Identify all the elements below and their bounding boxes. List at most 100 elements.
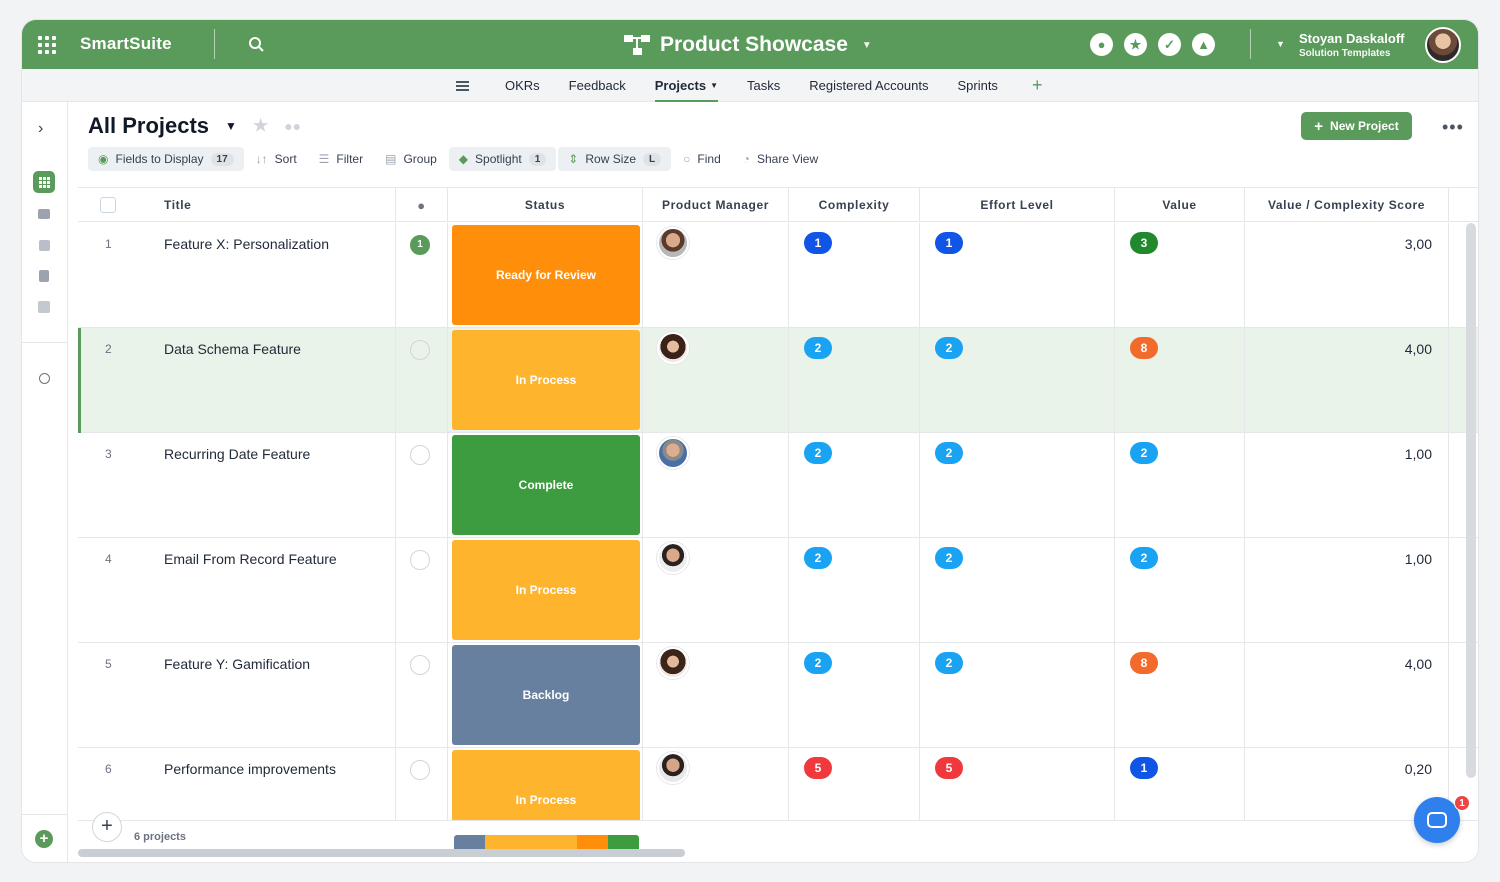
product-manager-column-header[interactable]: Product Manager [643, 188, 789, 222]
avatar[interactable] [657, 437, 689, 469]
tab-projects[interactable]: Projects ▼ [654, 69, 719, 102]
table-row[interactable]: 3 Recurring Date Feature Complete 2 2 2 … [78, 433, 1478, 538]
status-badge[interactable]: In Process [452, 750, 640, 827]
complexity-cell[interactable]: 1 [789, 223, 920, 328]
effort-level-column-header[interactable]: Effort Level [920, 188, 1115, 222]
user-avatar[interactable] [1425, 27, 1461, 63]
score-cell[interactable]: 3,00 [1245, 223, 1449, 328]
apps-grid-icon[interactable] [38, 36, 56, 54]
comments-cell[interactable] [396, 538, 448, 643]
record-title[interactable]: Feature Y: Gamification [164, 656, 311, 672]
people-icon[interactable]: ●● [284, 118, 302, 134]
comments-cell[interactable] [396, 643, 448, 748]
value-cell[interactable]: 8 [1115, 643, 1245, 748]
record-title[interactable]: Recurring Date Feature [164, 446, 311, 462]
add-comment-icon[interactable] [410, 445, 430, 465]
sort-button[interactable]: ↓↑ Sort [246, 147, 307, 171]
add-tab-plus-icon[interactable]: + [1031, 75, 1043, 95]
complexity-cell[interactable]: 2 [789, 328, 920, 433]
value-cell[interactable]: 2 [1115, 538, 1245, 643]
app-title[interactable]: Product Showcase ▼ [624, 31, 872, 59]
status-badge[interactable]: Backlog [452, 645, 640, 745]
avatar[interactable] [657, 332, 689, 364]
table-row[interactable]: 2 Data Schema Feature In Process 2 2 8 4… [78, 328, 1478, 433]
product-manager-cell[interactable] [643, 223, 789, 328]
add-comment-icon[interactable] [410, 760, 430, 780]
tab-feedback[interactable]: Feedback [569, 69, 626, 102]
add-view-plus-icon[interactable]: + [35, 830, 53, 848]
record-title[interactable]: Feature X: Personalization [164, 236, 329, 252]
comments-column-header[interactable]: ● [396, 188, 448, 222]
new-project-button[interactable]: + New Project [1301, 112, 1412, 140]
effort-level-cell[interactable]: 2 [920, 328, 1115, 433]
avatar[interactable] [657, 542, 689, 574]
score-cell[interactable]: 0,20 [1245, 748, 1449, 827]
add-comment-icon[interactable] [410, 340, 430, 360]
effort-level-cell[interactable]: 5 [920, 748, 1115, 827]
value-column-header[interactable]: Value [1115, 188, 1245, 222]
product-manager-cell[interactable] [643, 748, 789, 827]
table-row[interactable]: 6 Performance improvements In Process 5 … [78, 748, 1478, 827]
record-title[interactable]: Email From Record Feature [164, 551, 337, 567]
row-size-button[interactable]: ⇕ Row Size L [558, 147, 672, 171]
vertical-scrollbar[interactable] [1466, 223, 1476, 778]
title-column-header[interactable]: Title [78, 188, 396, 222]
tab-tasks[interactable]: Tasks [747, 69, 780, 102]
tab-okrs[interactable]: OKRs [505, 69, 540, 102]
complexity-cell[interactable]: 2 [789, 643, 920, 748]
add-record-button[interactable]: + [92, 812, 122, 842]
account-icon[interactable] [33, 367, 55, 389]
view-title[interactable]: All Projects ▼ ★ ●● [88, 113, 301, 139]
value-cell[interactable]: 8 [1115, 328, 1245, 433]
group-button[interactable]: ▤ Group [375, 147, 447, 171]
star-icon[interactable]: ★ [252, 116, 269, 135]
user-name[interactable]: Stoyan Daskaloff [1299, 31, 1405, 46]
record-title[interactable]: Data Schema Feature [164, 341, 301, 357]
status-cell[interactable]: In Process [448, 748, 643, 827]
value-cell[interactable]: 2 [1115, 433, 1245, 538]
comment-count-badge[interactable]: 1 [410, 235, 430, 255]
status-badge[interactable]: Ready for Review [452, 225, 640, 325]
avatar[interactable] [657, 647, 689, 679]
status-cell[interactable]: In Process [448, 538, 643, 643]
avatar[interactable] [657, 752, 689, 784]
find-button[interactable]: ○ Find [673, 147, 731, 171]
table-row[interactable]: 4 Email From Record Feature In Process 2… [78, 538, 1478, 643]
status-cell[interactable]: Backlog [448, 643, 643, 748]
value-cell[interactable]: 1 [1115, 748, 1245, 827]
product-manager-cell[interactable] [643, 643, 789, 748]
status-badge[interactable]: In Process [452, 330, 640, 430]
status-cell[interactable]: Complete [448, 433, 643, 538]
tab-sprints[interactable]: Sprints [957, 69, 997, 102]
score-cell[interactable]: 1,00 [1245, 433, 1449, 538]
share-view-button[interactable]: ◔ Share View [733, 147, 828, 171]
title-cell[interactable]: 1 Feature X: Personalization [78, 223, 396, 328]
bell-icon[interactable]: ▲ [1192, 33, 1215, 56]
add-comment-icon[interactable] [410, 550, 430, 570]
menu-icon[interactable] [456, 79, 469, 93]
card-view-icon[interactable] [33, 234, 55, 256]
comments-cell[interactable] [396, 748, 448, 827]
chat-button[interactable] [1414, 797, 1460, 843]
spotlight-button[interactable]: ◆ Spotlight 1 [448, 147, 557, 171]
kanban-view-icon[interactable] [33, 265, 55, 287]
status-badge[interactable]: In Process [452, 540, 640, 640]
check-icon[interactable]: ✓ [1158, 33, 1181, 56]
avatar[interactable] [657, 227, 689, 259]
effort-level-cell[interactable]: 2 [920, 643, 1115, 748]
product-manager-cell[interactable] [643, 328, 789, 433]
score-column-header[interactable]: Value / Complexity Score [1245, 188, 1449, 222]
effort-level-cell[interactable]: 2 [920, 433, 1115, 538]
title-cell[interactable]: 3 Recurring Date Feature [78, 433, 396, 538]
product-manager-cell[interactable] [643, 433, 789, 538]
status-cell[interactable]: In Process [448, 328, 643, 433]
fields-to-display-button[interactable]: ◉ Fields to Display 17 [88, 147, 244, 171]
complexity-column-header[interactable]: Complexity [789, 188, 920, 222]
effort-level-cell[interactable]: 2 [920, 538, 1115, 643]
score-cell[interactable]: 4,00 [1245, 328, 1449, 433]
status-column-header[interactable]: Status [448, 188, 643, 222]
search-icon[interactable] [248, 36, 264, 52]
score-cell[interactable]: 4,00 [1245, 643, 1449, 748]
status-badge[interactable]: Complete [452, 435, 640, 535]
comments-cell[interactable]: 1 [396, 223, 448, 328]
